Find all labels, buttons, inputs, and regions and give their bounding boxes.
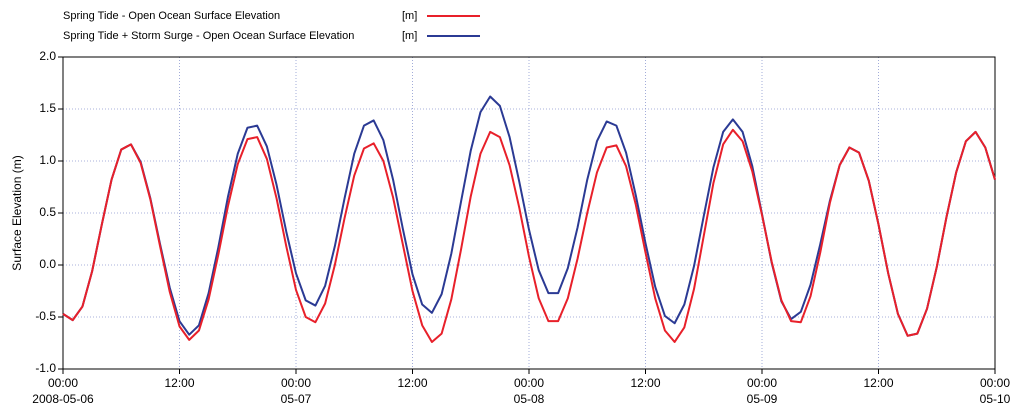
x-tick-label: 12:00 (863, 376, 893, 390)
x-tick-label: 05-09 (747, 392, 778, 406)
x-tick-label: 05-10 (980, 392, 1011, 406)
x-tick-label: 00:00 (980, 376, 1010, 390)
y-tick-label: 2.0 (39, 49, 56, 63)
plot-frame (62, 56, 996, 370)
y-tick-label: -1.0 (35, 361, 56, 375)
legend: Spring Tide - Open Ocean Surface Elevati… (63, 10, 480, 42)
x-tick-label: 12:00 (630, 376, 660, 390)
legend-unit: [m] (402, 30, 417, 42)
y-tick-label: 0.5 (39, 205, 56, 219)
y-tick-label: 1.0 (39, 153, 56, 167)
y-tick-label: -0.5 (35, 309, 56, 323)
x-tick-label: 05-07 (281, 392, 312, 406)
series-line (62, 128, 996, 343)
x-tick-label: 00:00 (514, 376, 544, 390)
legend-label: Spring Tide - Open Ocean Surface Elevati… (63, 10, 280, 22)
x-tick-label: 12:00 (164, 376, 194, 390)
x-tick-label: 00:00 (48, 376, 78, 390)
legend-unit: [m] (402, 10, 417, 22)
x-tick-label: 00:00 (747, 376, 777, 390)
legend-label: Spring Tide + Storm Surge - Open Ocean S… (63, 30, 354, 42)
y-tick-label: 0.0 (39, 257, 56, 271)
y-axis-label: Surface Elevation (m) (10, 155, 24, 270)
x-tick-label: 12:00 (397, 376, 427, 390)
y-tick-label: 1.5 (39, 101, 56, 115)
x-tick-label: 05-08 (514, 392, 545, 406)
x-tick-label: 00:00 (281, 376, 311, 390)
x-tick-label: 2008-05-06 (32, 392, 94, 406)
